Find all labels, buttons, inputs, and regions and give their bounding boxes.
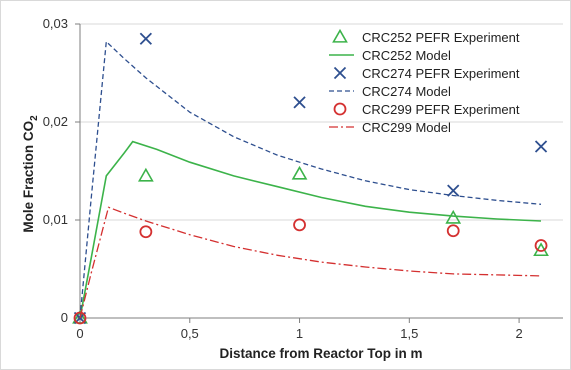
experiment-point: [447, 184, 460, 197]
legend-label: CRC299 PEFR Experiment: [362, 102, 520, 117]
series-1: [79, 140, 542, 319]
legend-label: CRC299 Model: [362, 120, 451, 135]
x-tick-label: 2: [515, 326, 522, 341]
y-tick-label: 0,03: [43, 16, 68, 31]
experiment-point: [291, 165, 308, 180]
grid-layer: [80, 23, 563, 221]
series-layer: [72, 32, 549, 325]
legend-label: CRC252 Model: [362, 48, 451, 63]
series-5: [79, 206, 542, 319]
legend-item: CRC299 PEFR Experiment: [333, 102, 520, 117]
x-tick-label: 1,5: [400, 326, 418, 341]
experiment-point: [73, 311, 87, 325]
model-line: [79, 206, 542, 319]
experiment-point: [534, 239, 548, 252]
series-3: [79, 40, 542, 319]
model-line: [79, 40, 542, 319]
y-axis-title: Mole Fraction CO2: [21, 115, 40, 233]
legend-label: CRC274 Model: [362, 84, 451, 99]
experiment-point: [534, 140, 548, 153]
model-line: [79, 140, 542, 319]
x-tick-label: 0,5: [181, 326, 199, 341]
legend-item: CRC299 Model: [329, 120, 451, 135]
y-tick-label: 0,01: [43, 212, 68, 227]
y-tick-label: 0,02: [43, 114, 68, 129]
experiment-point: [446, 224, 460, 238]
experiment-point: [293, 96, 306, 109]
x-tick-label: 1: [296, 326, 303, 341]
axes-layer: 0 0,01 0,02 0,03 0 0,5 1 1,5 2: [43, 16, 563, 341]
y-axis-title-main: Mole Fraction CO: [21, 121, 36, 233]
experiment-point: [293, 218, 306, 232]
legend-swatch: [333, 66, 347, 80]
legend-item: CRC274 Model: [329, 84, 451, 99]
legend-label: CRC274 PEFR Experiment: [362, 66, 520, 81]
x-tick-label: 0: [76, 326, 83, 341]
legend-item: CRC252 PEFR Experiment: [332, 28, 520, 45]
series-4: [73, 218, 548, 325]
legend-swatch: [333, 102, 347, 116]
legend-item: CRC252 Model: [329, 48, 451, 63]
legend: CRC252 PEFR Experiment CRC252 Model CRC274…: [329, 28, 520, 135]
experiment-point: [139, 225, 153, 239]
x-axis-title: Distance from Reactor Top in m: [219, 346, 422, 361]
experiment-point: [137, 167, 154, 182]
y-tick-label: 0: [61, 310, 68, 325]
experiment-point: [445, 209, 462, 224]
experiment-point: [139, 32, 153, 45]
legend-swatch: [332, 28, 348, 43]
legend-label: CRC252 PEFR Experiment: [362, 30, 520, 45]
legend-item: CRC274 PEFR Experiment: [333, 66, 520, 81]
y-axis-title-subscript: 2: [29, 115, 40, 121]
series-0: [72, 165, 549, 324]
